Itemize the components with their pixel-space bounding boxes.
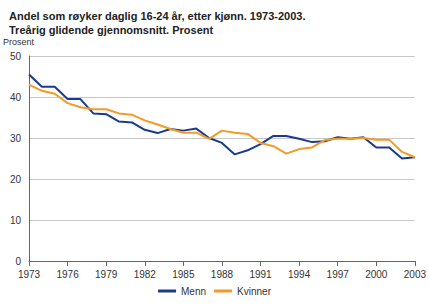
svg-text:Menn: Menn bbox=[181, 286, 206, 297]
svg-text:50: 50 bbox=[10, 51, 22, 62]
svg-text:1982: 1982 bbox=[134, 269, 157, 280]
svg-text:1991: 1991 bbox=[249, 269, 272, 280]
svg-text:20: 20 bbox=[10, 174, 22, 185]
svg-text:1985: 1985 bbox=[172, 269, 195, 280]
svg-text:40: 40 bbox=[10, 92, 22, 103]
svg-text:Kvinner: Kvinner bbox=[237, 286, 272, 297]
svg-text:2003: 2003 bbox=[404, 269, 427, 280]
svg-text:Treårig glidende gjennomsnitt.: Treårig glidende gjennomsnitt. Prosent bbox=[9, 24, 213, 36]
svg-text:1979: 1979 bbox=[95, 269, 118, 280]
svg-text:30: 30 bbox=[10, 133, 22, 144]
svg-text:2000: 2000 bbox=[365, 269, 388, 280]
svg-text:1997: 1997 bbox=[327, 269, 350, 280]
svg-text:Andel som røyker daglig 16-24: Andel som røyker daglig 16-24 år, etter … bbox=[9, 10, 306, 22]
svg-text:Prosent: Prosent bbox=[3, 37, 35, 47]
svg-text:1994: 1994 bbox=[288, 269, 311, 280]
svg-text:1988: 1988 bbox=[211, 269, 234, 280]
svg-text:1973: 1973 bbox=[18, 269, 41, 280]
svg-text:0: 0 bbox=[15, 256, 21, 267]
svg-text:10: 10 bbox=[10, 215, 22, 226]
svg-text:1976: 1976 bbox=[56, 269, 79, 280]
